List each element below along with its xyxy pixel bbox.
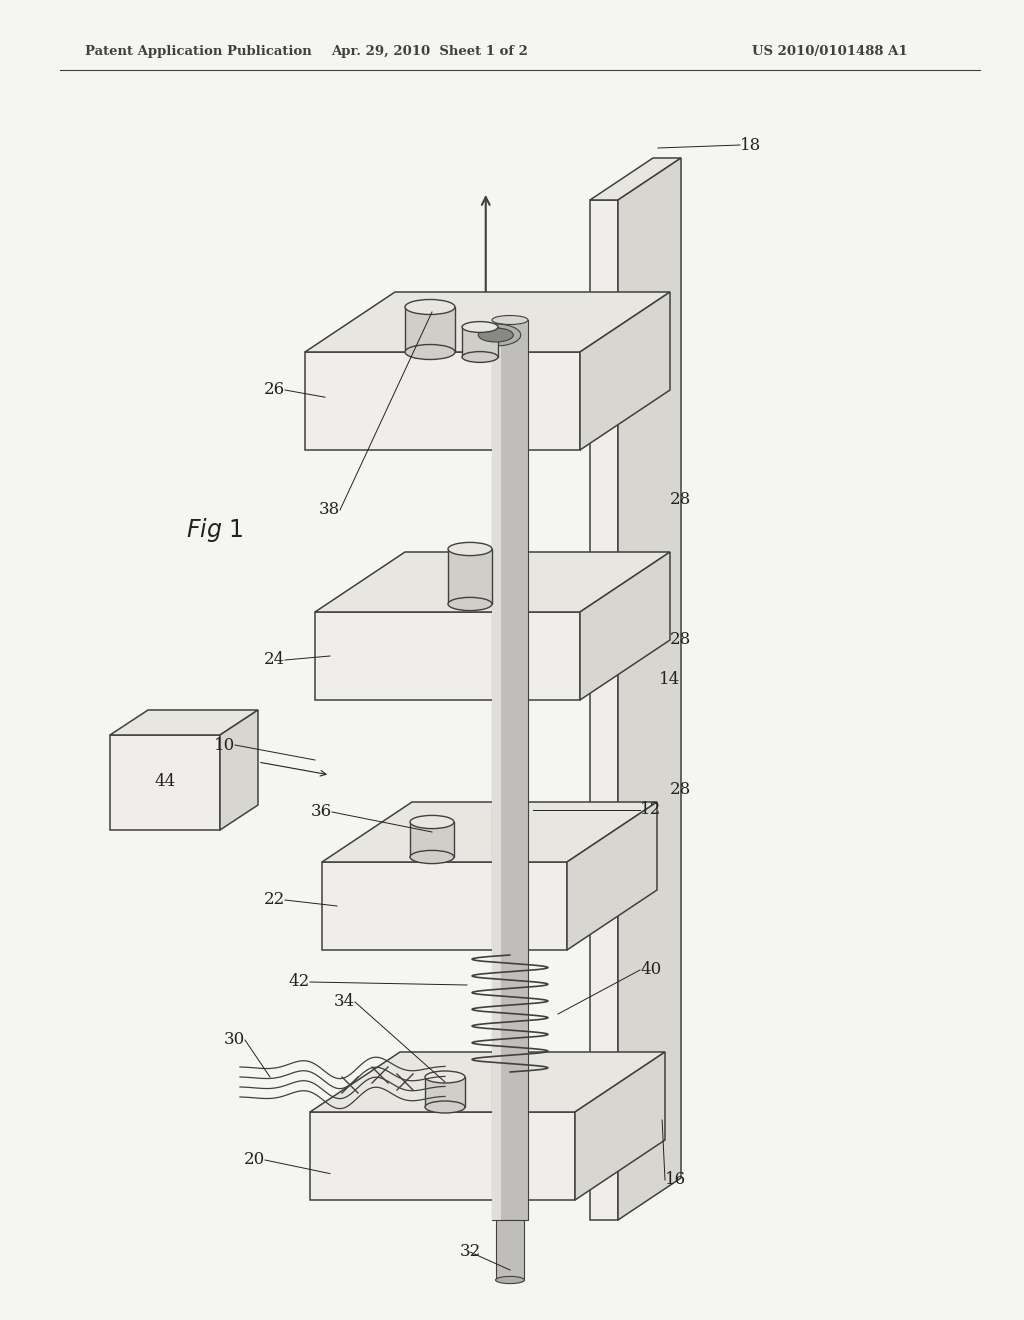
Ellipse shape [425,1101,465,1113]
Bar [410,822,454,857]
Polygon shape [220,710,258,830]
Ellipse shape [492,315,528,325]
Text: 26: 26 [264,381,285,399]
Ellipse shape [410,816,454,829]
Bar [310,1111,575,1200]
Polygon shape [305,292,670,352]
Text: 42: 42 [289,974,310,990]
Bar [110,735,220,830]
Bar [425,1077,465,1107]
Polygon shape [310,1052,665,1111]
Polygon shape [322,803,657,862]
Text: 44: 44 [155,774,176,791]
Ellipse shape [462,351,498,363]
Polygon shape [110,710,258,735]
Ellipse shape [406,345,455,359]
Bar [322,862,567,950]
Text: 38: 38 [318,502,340,519]
Bar [305,352,580,450]
Text: 32: 32 [460,1243,480,1261]
Text: Patent Application Publication: Patent Application Publication [85,45,311,58]
Text: 12: 12 [640,801,662,818]
Bar [492,319,501,1220]
Ellipse shape [410,850,454,863]
Text: 30: 30 [224,1031,245,1048]
Text: 20: 20 [244,1151,265,1168]
Bar [462,327,498,356]
Ellipse shape [496,1276,524,1283]
Ellipse shape [449,598,492,611]
Ellipse shape [425,1071,465,1082]
Text: 22: 22 [264,891,285,908]
Ellipse shape [406,300,455,314]
Ellipse shape [471,323,521,346]
Text: 28: 28 [670,491,690,508]
Bar [492,319,528,1220]
Text: US 2010/0101488 A1: US 2010/0101488 A1 [753,45,908,58]
Text: Apr. 29, 2010  Sheet 1 of 2: Apr. 29, 2010 Sheet 1 of 2 [332,45,528,58]
Polygon shape [580,292,670,450]
Polygon shape [315,552,670,612]
Bar [590,201,618,1220]
Text: 28: 28 [670,631,690,648]
Text: 24: 24 [264,652,285,668]
Polygon shape [580,552,670,700]
Text: 14: 14 [659,672,681,689]
Text: 28: 28 [670,781,690,799]
Polygon shape [567,803,657,950]
Text: 18: 18 [740,136,761,153]
Text: 40: 40 [640,961,662,978]
Ellipse shape [462,322,498,333]
Bar [406,308,455,352]
Ellipse shape [449,543,492,556]
Bar [496,1220,524,1280]
Text: 34: 34 [334,994,355,1011]
Text: $\mathit{Fig\ 1}$: $\mathit{Fig\ 1}$ [186,516,244,544]
Text: 16: 16 [665,1172,686,1188]
Bar [315,612,580,700]
Polygon shape [590,158,681,201]
Bar [449,549,492,605]
Text: 36: 36 [311,804,332,821]
Polygon shape [618,158,681,1220]
Ellipse shape [478,327,513,342]
Polygon shape [575,1052,665,1200]
Text: 10: 10 [214,737,234,754]
